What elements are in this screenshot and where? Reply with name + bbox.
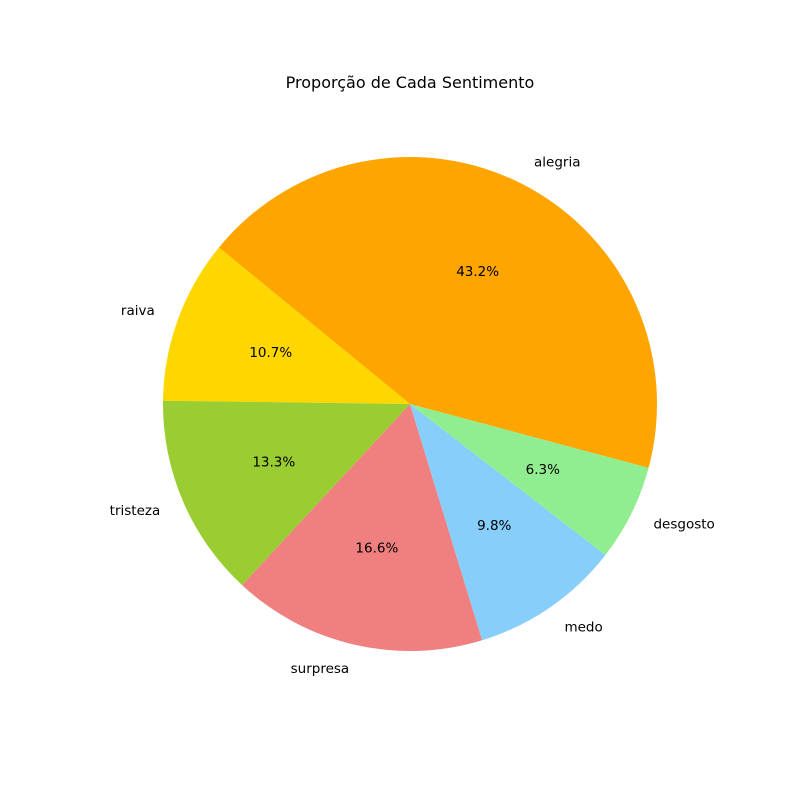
slice-pct-raiva: 10.7% <box>249 345 292 361</box>
slice-pct-desgosto: 6.3% <box>526 462 560 478</box>
pie-slice-desgosto <box>410 404 649 556</box>
slice-pct-medo: 9.8% <box>477 518 511 534</box>
slice-pct-surpresa: 16.6% <box>355 540 398 556</box>
pie-slice-surpresa <box>242 404 483 651</box>
slice-label-medo: medo <box>564 620 602 636</box>
pie-slice-alegria <box>218 157 657 468</box>
pie-slice-medo <box>410 404 606 641</box>
slice-label-surpresa: surpresa <box>291 661 350 677</box>
chart-title: Proporção de Cada Sentimento <box>286 73 535 92</box>
slices-layer <box>162 157 657 651</box>
slice-pct-tristeza: 13.3% <box>252 454 295 470</box>
pie-slice-tristeza <box>162 400 410 586</box>
pie-slice-raiva <box>163 247 410 404</box>
slice-label-raiva: raiva <box>121 303 155 319</box>
labels-layer: alegria 43.2% raiva 10.7% tristeza 13.3% surpr… <box>110 154 715 677</box>
slice-label-tristeza: tristeza <box>110 503 161 519</box>
slice-pct-alegria: 43.2% <box>456 264 499 280</box>
slice-label-alegria: alegria <box>534 154 580 170</box>
slice-label-desgosto: desgosto <box>653 517 714 533</box>
